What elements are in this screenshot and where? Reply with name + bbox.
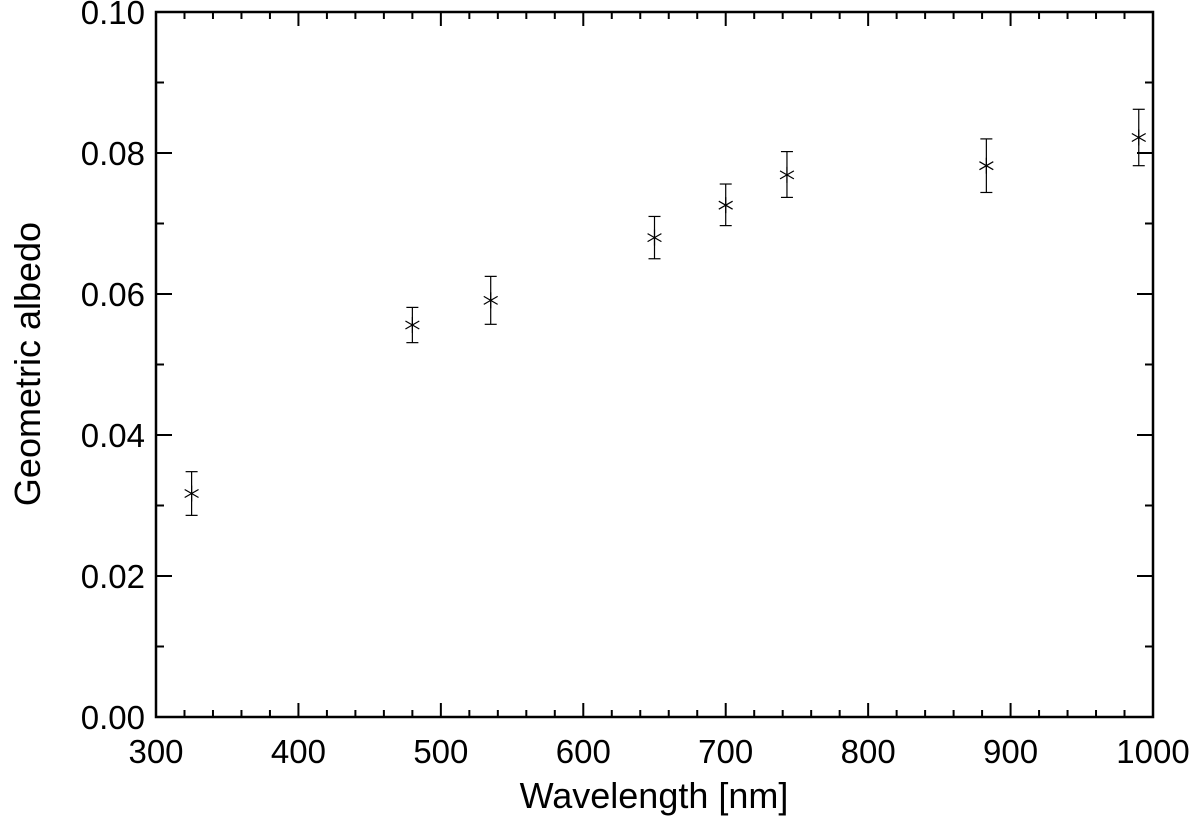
marker-stroke (483, 295, 498, 305)
x-axis-title: Wavelength [nm] (520, 775, 789, 816)
marker-stroke (647, 233, 662, 243)
x-tick-label: 300 (128, 733, 183, 770)
marker-stroke (718, 200, 733, 210)
marker-stroke (405, 320, 420, 330)
data-point (483, 275, 498, 325)
data-point (405, 306, 420, 344)
data-point (647, 215, 662, 260)
y-tick-label: 0.04 (81, 417, 145, 454)
labels-layer: 300 400 500 600 700 800 900 1000 0.00 0.02 0.04 0.0… (81, 0, 1190, 770)
data-point (1131, 108, 1146, 167)
data-point (184, 471, 199, 516)
data-point (718, 183, 733, 227)
y-tick-label: 0.02 (81, 558, 145, 595)
y-tick-label: 0.00 (81, 699, 145, 736)
y-axis-title: Geometric albedo (7, 222, 48, 506)
y-tick-label: 0.06 (81, 276, 145, 313)
marker-stroke (779, 170, 795, 180)
x-tick-label: 400 (271, 733, 326, 770)
x-tick-label: 900 (983, 733, 1038, 770)
data-point (979, 138, 994, 194)
y-tick-label: 0.08 (81, 135, 145, 172)
x-tick-label: 700 (698, 733, 753, 770)
data-point (779, 150, 795, 199)
marker-stroke (979, 161, 994, 171)
y-tick-label: 0.10 (81, 0, 145, 31)
marker-stroke (184, 488, 199, 499)
x-tick-label: 800 (841, 733, 896, 770)
marker-stroke (1131, 132, 1146, 143)
x-tick-label: 500 (413, 733, 468, 770)
x-tick-label: 600 (556, 733, 611, 770)
ticks-layer (155, 11, 1154, 718)
x-tick-label: 1000 (1116, 733, 1189, 770)
plot-frame (154, 10, 1155, 719)
points-layer (184, 108, 1146, 516)
